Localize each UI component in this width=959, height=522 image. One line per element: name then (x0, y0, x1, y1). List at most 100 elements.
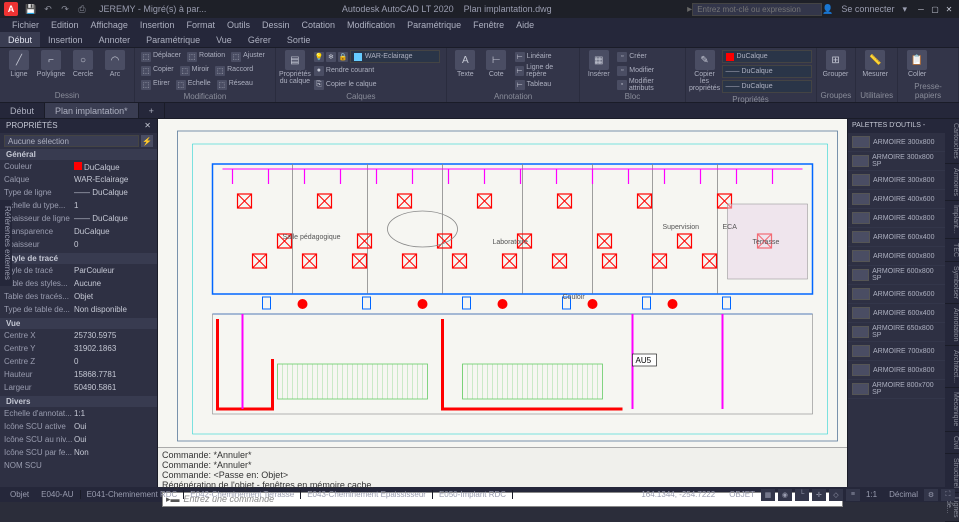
measure-button[interactable]: 📏Mesurer (860, 50, 890, 78)
ajuster-tool[interactable]: ⬚Ajuster (231, 52, 265, 62)
prop-row[interactable]: Echelle du type...1 (0, 199, 157, 212)
cote-tool[interactable]: ⊢Cote (482, 50, 511, 78)
block-modifier attributs[interactable]: ▫Modifier attributs (615, 78, 680, 91)
block-modifier[interactable]: ▫Modifier (615, 64, 680, 77)
property-combo[interactable]: —— DuCalque (722, 80, 812, 93)
linéaire-tool[interactable]: ⊢Linéaire (513, 50, 576, 63)
palette-item[interactable]: ARMOIRE 600x800 (848, 247, 945, 266)
palette-tab[interactable]: Mécanique (945, 388, 959, 431)
prop-row[interactable]: Centre Z0 (0, 355, 157, 368)
menu-aide[interactable]: Aide (510, 18, 540, 32)
minimize-button[interactable]: ─ (915, 3, 927, 15)
ligne-tool[interactable]: ╱Ligne (4, 50, 34, 78)
grid-toggle[interactable]: ▦ (761, 489, 775, 501)
new-tab-button[interactable]: + (139, 103, 165, 118)
signin-link[interactable]: Se connecter (841, 4, 894, 14)
prop-section[interactable]: Vue (0, 318, 157, 329)
palette-item[interactable]: ARMOIRE 300x800 (848, 133, 945, 152)
customize-icon[interactable]: ⚙ (924, 489, 938, 501)
layout-tab[interactable]: E043-Cheminement Epaississeur (301, 490, 433, 499)
palette-item[interactable]: ARMOIRE 600x600 (848, 285, 945, 304)
palette-item[interactable]: ARMOIRE 600x400 (848, 304, 945, 323)
prop-section[interactable]: Divers (0, 396, 157, 407)
layer-properties-button[interactable]: ▤ Propriétés du calque (280, 50, 310, 85)
fullscreen-icon[interactable]: ⛶ (941, 489, 955, 501)
prop-row[interactable]: Epaisseur0 (0, 238, 157, 251)
panel-close-icon[interactable]: ✕ (144, 119, 151, 133)
déplacer-tool[interactable]: ⬚Déplacer (141, 52, 181, 62)
ribbon-tab-vue[interactable]: Vue (208, 32, 240, 47)
insert-block-button[interactable]: ▦Insérer (584, 50, 613, 78)
selection-dropdown[interactable] (4, 135, 139, 147)
menu-dessin[interactable]: Dessin (256, 18, 296, 32)
model-label[interactable]: Objet (4, 490, 35, 499)
ribbon-tab-annoter[interactable]: Annoter (91, 32, 139, 47)
prop-row[interactable]: Type de table de...Non disponible (0, 303, 157, 316)
prop-row[interactable]: Icône SCU activeOui (0, 420, 157, 433)
block-créer[interactable]: ▫Créer (615, 50, 680, 63)
palette-tab[interactable]: TEC (945, 239, 959, 262)
prop-row[interactable]: Centre X25730.5975 (0, 329, 157, 342)
property-combo[interactable]: —— DuCalque (722, 65, 812, 78)
prop-row[interactable]: Icône SCU au niv...Oui (0, 433, 157, 446)
raccord-tool[interactable]: ⬚Raccord (215, 66, 253, 76)
polar-toggle[interactable]: ✛ (812, 489, 826, 501)
palette-tab[interactable]: Armoires (945, 164, 959, 201)
layout-tab[interactable]: E041-Cheminement RDC (81, 490, 185, 499)
palette-tab[interactable]: Symbolser (945, 262, 959, 304)
tableau-tool[interactable]: ⊢Tableau (513, 78, 576, 91)
group-button[interactable]: ⊞Grouper (821, 50, 851, 78)
qat-redo-icon[interactable]: ↷ (58, 2, 72, 16)
prop-row[interactable]: Centre Y31902.1863 (0, 342, 157, 355)
property-combo[interactable]: DuCalque (722, 50, 812, 63)
prop-row[interactable]: NOM SCU (0, 459, 157, 472)
search-input[interactable] (692, 3, 822, 16)
cercle-tool[interactable]: ○Cercle (68, 50, 98, 78)
copy-layer-button[interactable]: ⎘Copier le calque (312, 78, 442, 91)
palette-tab[interactable]: Cartouches (945, 119, 959, 164)
prop-row[interactable]: Hauteur15868.7781 (0, 368, 157, 381)
palette-item[interactable]: ARMOIRE 700x800 (848, 342, 945, 361)
réseau-tool[interactable]: ⬚Réseau (217, 80, 253, 90)
prop-row[interactable]: Table des tracés...Objet (0, 290, 157, 303)
menu-format[interactable]: Format (180, 18, 221, 32)
space-mode[interactable]: OBJET (723, 490, 761, 499)
prop-section[interactable]: Général (0, 149, 157, 160)
ribbon-tab-paramétrique[interactable]: Paramétrique (138, 32, 208, 47)
palette-item[interactable]: ARMOIRE 800x800 (848, 361, 945, 380)
palette-tab[interactable]: Architect... (945, 346, 959, 388)
menu-paramétrique[interactable]: Paramétrique (401, 18, 467, 32)
palette-tab[interactable]: Implant... (945, 201, 959, 239)
doc-tab[interactable]: Début (0, 103, 45, 118)
lineweight-toggle[interactable]: ≡ (846, 489, 860, 501)
ortho-toggle[interactable]: └ (795, 489, 809, 501)
menu-edition[interactable]: Edition (45, 18, 85, 32)
palette-item[interactable]: ARMOIRE 600x400 (848, 228, 945, 247)
qat-print-icon[interactable]: ⎙ (75, 2, 89, 16)
paste-button[interactable]: 📋Coller (902, 50, 932, 78)
etirer-tool[interactable]: ⬚Etirer (141, 80, 170, 90)
ligne de repère-tool[interactable]: ⊢Ligne de repère (513, 64, 576, 77)
xref-tab[interactable]: Références externes (0, 200, 12, 286)
osnap-toggle[interactable]: ◇ (829, 489, 843, 501)
miroir-tool[interactable]: ⬚Miroir (180, 66, 210, 76)
qat-undo-icon[interactable]: ↶ (41, 2, 55, 16)
echelle-tool[interactable]: ⬚Echelle (176, 80, 211, 90)
layout-tab[interactable]: E040-AU (35, 490, 80, 499)
polyligne-tool[interactable]: ⌐Polyligne (36, 50, 66, 78)
doc-tab[interactable]: Plan implantation* (45, 103, 139, 118)
prop-row[interactable]: CalqueWAR-Eclairage (0, 173, 157, 186)
drawing-canvas[interactable]: AU5Salle pédagogiqueLaboratoireSupervisi… (158, 119, 847, 447)
layout-tab[interactable]: E050-Implant RDC (433, 490, 513, 499)
palette-item[interactable]: ARMOIRE 300x800 SP (848, 152, 945, 171)
prop-row[interactable]: TransparenceDuCalque (0, 225, 157, 238)
app-logo[interactable]: A (4, 2, 18, 16)
palette-item[interactable]: ARMOIRE 650x800 SP (848, 323, 945, 342)
prop-row[interactable]: Epaisseur de ligne—— DuCalque (0, 212, 157, 225)
menu-outils[interactable]: Outils (221, 18, 256, 32)
palette-item[interactable]: ARMOIRE 800x700 SP (848, 380, 945, 399)
prop-row[interactable]: Largeur50490.5861 (0, 381, 157, 394)
palette-tab[interactable]: Civil (945, 432, 959, 454)
help-icon[interactable]: ▾ (902, 4, 907, 15)
qat-save-icon[interactable]: 💾 (24, 2, 38, 16)
